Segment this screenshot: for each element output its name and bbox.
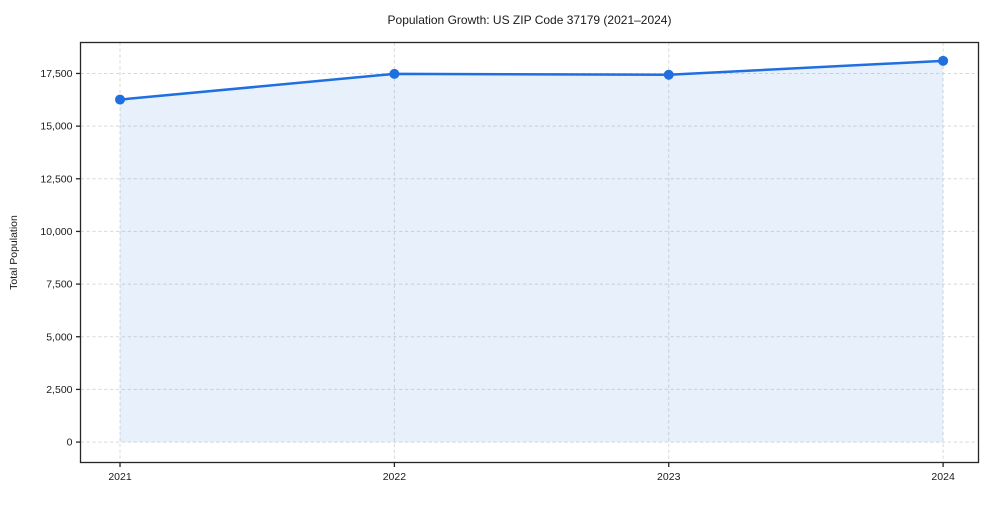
- plot-border: [79, 41, 980, 464]
- chart-title: Population Growth: US ZIP Code 37179 (20…: [388, 13, 672, 27]
- x-tick-label: 2024: [931, 471, 955, 483]
- data-point-2024: [938, 55, 949, 66]
- y-tick-label: 7,500: [46, 279, 72, 291]
- area-fill: [120, 60, 944, 443]
- data-point-2022: [389, 68, 400, 79]
- y-tick-label: 2,500: [46, 384, 72, 396]
- data-point-2021: [115, 94, 126, 105]
- axis-layer: 0 2,500 5,000 7,500 10,000 12,500 15,000 17,500…: [40, 41, 980, 483]
- x-tick-label: 2021: [108, 471, 132, 483]
- data-layer: [115, 55, 949, 443]
- y-tick-label: 12,500: [40, 173, 72, 185]
- y-tick-label: 5,000: [46, 331, 72, 343]
- y-tick-label: 10,000: [40, 226, 72, 238]
- population-line: [118, 59, 945, 101]
- data-point-2023: [663, 69, 674, 80]
- x-tick-label: 2023: [657, 471, 681, 483]
- y-tick-label: 15,000: [40, 121, 72, 133]
- y-axis-label: Total Population: [8, 215, 20, 290]
- y-tick-label: 17,500: [40, 68, 72, 80]
- x-tick-label: 2022: [383, 471, 407, 483]
- y-tick-label: 0: [67, 437, 73, 449]
